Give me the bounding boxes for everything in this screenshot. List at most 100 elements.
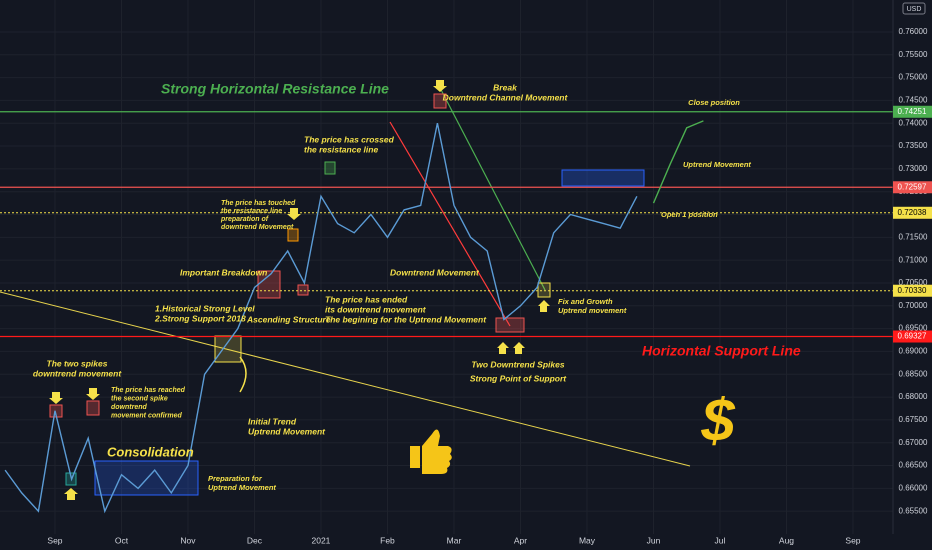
annotation: the resistance line bbox=[304, 144, 378, 154]
trend-line bbox=[436, 81, 546, 291]
price-label: 0.72597 bbox=[898, 182, 927, 191]
x-tick-label: Feb bbox=[380, 535, 395, 545]
price-line-series bbox=[4, 123, 638, 514]
y-tick-label: 0.76000 bbox=[899, 27, 928, 36]
annotations: Strong Horizontal Resistance Line BreakDo… bbox=[33, 81, 801, 492]
annotation: preparation of bbox=[220, 216, 269, 223]
annotation: Strong Point of Support bbox=[470, 373, 567, 383]
y-tick-label: 0.68500 bbox=[899, 369, 928, 378]
marker-box bbox=[537, 282, 551, 298]
axes: 0.65500 0.66000 0.66500 0.67000 0.67500 0.680… bbox=[47, 27, 932, 545]
annotation: Ascending Structure bbox=[246, 314, 331, 324]
annotation: its downtrend movement bbox=[325, 304, 427, 314]
y-tick-label: 0.67500 bbox=[899, 415, 928, 424]
y-tick-label: 0.74000 bbox=[899, 118, 928, 127]
annotation: Consolidation bbox=[107, 444, 194, 459]
x-tick-label: Aug bbox=[779, 535, 794, 545]
x-tick-label: 2021 bbox=[312, 535, 331, 545]
price-label: 0.69327 bbox=[898, 332, 927, 341]
annotation: Uptrend movement bbox=[558, 306, 627, 315]
annotation: 1.Historical Strong Level bbox=[155, 303, 255, 313]
annotation: The price has ended bbox=[325, 294, 408, 304]
annotation: Close position bbox=[688, 98, 740, 107]
marker-box bbox=[297, 284, 309, 296]
price-label-bg bbox=[893, 181, 932, 194]
price-label: 0.72038 bbox=[898, 208, 927, 217]
x-tick-label: Jul bbox=[715, 535, 726, 545]
annotation: Open 1 position bbox=[661, 210, 718, 219]
grid bbox=[0, 0, 893, 534]
y-tick-label: 0.74500 bbox=[899, 96, 928, 105]
y-tick-label: 0.65500 bbox=[899, 506, 928, 515]
currency: USD bbox=[907, 6, 922, 13]
annotation: Uptrend Movement bbox=[208, 483, 276, 492]
marker-box bbox=[324, 161, 336, 175]
annotation: 2.Strong Support 2018 bbox=[154, 313, 246, 323]
annotation: The price has crossed bbox=[304, 134, 395, 144]
annotation: Break bbox=[493, 82, 518, 92]
annotation: downtrend Movement bbox=[221, 224, 294, 231]
arrows bbox=[49, 80, 550, 500]
annotation: Horizontal Support Line bbox=[642, 343, 801, 359]
arrow bbox=[497, 342, 509, 354]
price-line-series bbox=[652, 120, 704, 204]
curved-arrow bbox=[239, 356, 247, 393]
y-tick-label: 0.67000 bbox=[899, 438, 928, 447]
y-tick-label: 0.73000 bbox=[899, 164, 928, 173]
y-tick-label: 0.66500 bbox=[899, 461, 928, 470]
price-label-bg bbox=[893, 206, 932, 219]
y-tick-label: 0.73500 bbox=[899, 141, 928, 150]
x-tick-label: Mar bbox=[447, 535, 462, 545]
y-tick-label: 0.69500 bbox=[899, 324, 928, 333]
annotation: downtrend movement bbox=[33, 368, 122, 378]
annotation: The price has reached bbox=[111, 387, 186, 394]
annotation: Initial Trend bbox=[248, 416, 297, 426]
y-tick-label: 0.75500 bbox=[899, 50, 928, 59]
y-tick-label: 0.71000 bbox=[899, 255, 928, 264]
annotation: Uptrend Movement bbox=[683, 160, 751, 169]
y-tick-label: 0.71500 bbox=[899, 232, 928, 241]
trend-line bbox=[389, 121, 511, 327]
y-tick-label: 0.75000 bbox=[899, 73, 928, 82]
annotation: Preparation for bbox=[208, 474, 263, 483]
annotation: Strong Horizontal Resistance Line bbox=[161, 81, 389, 97]
arrow bbox=[287, 208, 301, 220]
arrow bbox=[64, 488, 78, 500]
icon-part bbox=[422, 429, 452, 474]
y-tick-label: 0.68000 bbox=[899, 392, 928, 401]
x-tick-label: Sep bbox=[845, 535, 860, 545]
marker-box bbox=[214, 335, 242, 363]
x-tick-label: Jun bbox=[647, 535, 661, 545]
annotation: The begining for the Uptrend Movement bbox=[325, 314, 487, 324]
x-tick-label: Nov bbox=[180, 535, 196, 545]
annotation: Fix and Growth bbox=[558, 297, 613, 306]
y-tick-label: 0.69000 bbox=[899, 347, 928, 356]
annotation: the resistance line bbox=[221, 208, 282, 215]
annotation: Downtrend Channel Movement bbox=[443, 92, 569, 102]
marker-box bbox=[86, 400, 100, 416]
annotation: movement confirmed bbox=[111, 412, 183, 419]
annotation: Uptrend Movement bbox=[248, 426, 326, 436]
y-tick-label: 0.70500 bbox=[899, 278, 928, 287]
series bbox=[4, 120, 704, 514]
zone-box bbox=[94, 460, 199, 496]
arrow bbox=[433, 80, 447, 92]
x-tick-label: Oct bbox=[115, 535, 129, 545]
annotation: downtrend bbox=[111, 404, 147, 411]
arrow bbox=[49, 392, 63, 404]
annotation: The two spikes bbox=[47, 358, 108, 368]
arrow bbox=[86, 388, 100, 400]
price-label: 0.70330 bbox=[898, 286, 927, 295]
marker-box bbox=[433, 93, 447, 109]
arrow bbox=[538, 300, 550, 312]
x-tick-label: Sep bbox=[47, 535, 62, 545]
icon-part bbox=[410, 446, 420, 468]
annotation: $ bbox=[700, 387, 735, 454]
annotation: Downtrend Movement bbox=[390, 267, 480, 277]
price-label-bg bbox=[893, 330, 932, 343]
arrow bbox=[513, 342, 525, 354]
trend-line bbox=[0, 291, 691, 467]
price-label-bg bbox=[893, 105, 932, 118]
